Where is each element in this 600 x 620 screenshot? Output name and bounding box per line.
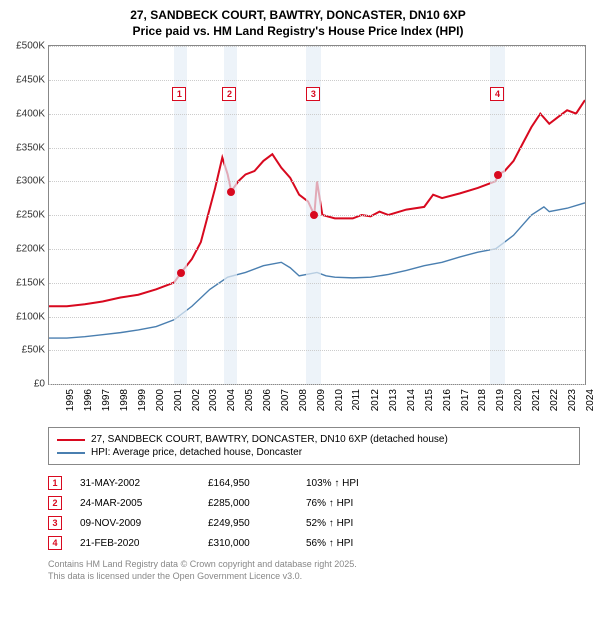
marker-box: 1 <box>172 87 186 101</box>
chart-container: 27, SANDBECK COURT, BAWTRY, DONCASTER, D… <box>0 0 600 589</box>
x-tick-label: 2019 <box>495 389 506 411</box>
transaction-date: 09-NOV-2009 <box>80 518 190 529</box>
legend-label: 27, SANDBECK COURT, BAWTRY, DONCASTER, D… <box>91 434 448 445</box>
x-tick-label: 1996 <box>83 389 94 411</box>
x-tick-label: 2010 <box>334 389 345 411</box>
legend-row: HPI: Average price, detached house, Donc… <box>57 446 571 459</box>
plot-area: £0£50K£100K£150K£200K£250K£300K£350K£400… <box>48 45 586 385</box>
transaction-price: £310,000 <box>208 538 288 549</box>
transactions-table: 1 31-MAY-2002 £164,950 103% ↑ HPI 2 24-MAR-20… <box>48 473 580 553</box>
x-tick-label: 2017 <box>459 389 470 411</box>
y-gridline <box>49 283 585 284</box>
x-tick-label: 2016 <box>441 389 452 411</box>
y-tick-label: £250K <box>16 210 49 221</box>
x-tick-label: 1999 <box>136 389 147 411</box>
x-tick-label: 2013 <box>388 389 399 411</box>
y-tick-label: £350K <box>16 142 49 153</box>
x-tick-label: 1998 <box>119 389 130 411</box>
x-tick-label: 2020 <box>513 389 524 411</box>
transaction-price: £249,950 <box>208 518 288 529</box>
x-tick-label: 2024 <box>585 389 596 411</box>
transaction-pct: 52% ↑ HPI <box>306 518 416 529</box>
x-tick-label: 2005 <box>244 389 255 411</box>
x-tick-label: 1995 <box>65 389 76 411</box>
x-tick-label: 2000 <box>154 389 165 411</box>
legend-swatch <box>57 439 85 441</box>
marker-box: 3 <box>306 87 320 101</box>
y-tick-label: £50K <box>22 345 49 356</box>
x-tick-label: 2022 <box>549 389 560 411</box>
chart-footer: Contains HM Land Registry data © Crown c… <box>48 559 580 582</box>
y-tick-label: £300K <box>16 176 49 187</box>
title-line-2: Price paid vs. HM Land Registry's House … <box>6 24 590 40</box>
x-tick-label: 2018 <box>477 389 488 411</box>
y-gridline <box>49 181 585 182</box>
x-tick-label: 2015 <box>423 389 434 411</box>
title-line-1: 27, SANDBECK COURT, BAWTRY, DONCASTER, D… <box>6 8 590 24</box>
transaction-pct: 56% ↑ HPI <box>306 538 416 549</box>
y-tick-label: £0 <box>34 379 49 390</box>
y-gridline <box>49 317 585 318</box>
transaction-pct: 103% ↑ HPI <box>306 478 416 489</box>
y-gridline <box>49 148 585 149</box>
transaction-marker: 2 <box>48 496 62 510</box>
x-tick-label: 2023 <box>567 389 578 411</box>
marker-dot <box>494 171 502 179</box>
y-tick-label: £450K <box>16 74 49 85</box>
x-axis-labels: 1995 1996 1997 1998 1999 2000 2001 2002 2003 2004… <box>48 385 586 417</box>
x-tick-label: 2008 <box>298 389 309 411</box>
marker-dot <box>227 188 235 196</box>
legend-label: HPI: Average price, detached house, Donc… <box>91 447 302 458</box>
x-tick-label: 2006 <box>262 389 273 411</box>
x-tick-label: 1997 <box>101 389 112 411</box>
transaction-row: 2 24-MAR-2005 £285,000 76% ↑ HPI <box>48 493 580 513</box>
footer-line-2: This data is licensed under the Open Gov… <box>48 571 580 583</box>
transaction-row: 3 09-NOV-2009 £249,950 52% ↑ HPI <box>48 513 580 533</box>
x-tick-label: 2004 <box>226 389 237 411</box>
y-tick-label: £100K <box>16 311 49 322</box>
y-tick-label: £150K <box>16 277 49 288</box>
transaction-row: 4 21-FEB-2020 £310,000 56% ↑ HPI <box>48 533 580 553</box>
footer-line-1: Contains HM Land Registry data © Crown c… <box>48 559 580 571</box>
x-tick-label: 2002 <box>190 389 201 411</box>
x-tick-label: 2014 <box>405 389 416 411</box>
legend-row: 27, SANDBECK COURT, BAWTRY, DONCASTER, D… <box>57 433 571 446</box>
transaction-price: £164,950 <box>208 478 288 489</box>
x-tick-label: 2009 <box>316 389 327 411</box>
transaction-marker: 4 <box>48 536 62 550</box>
marker-box: 2 <box>222 87 236 101</box>
transaction-date: 24-MAR-2005 <box>80 498 190 509</box>
x-tick-label: 2012 <box>370 389 381 411</box>
legend-swatch <box>57 452 85 454</box>
x-tick-label: 2011 <box>351 389 362 411</box>
marker-dot <box>177 269 185 277</box>
transaction-date: 31-MAY-2002 <box>80 478 190 489</box>
x-tick-label: 2021 <box>531 389 542 411</box>
x-tick-label: 2003 <box>208 389 219 411</box>
transaction-row: 1 31-MAY-2002 £164,950 103% ↑ HPI <box>48 473 580 493</box>
y-gridline <box>49 114 585 115</box>
x-tick-label: 2001 <box>172 389 183 411</box>
y-gridline <box>49 46 585 47</box>
transaction-pct: 76% ↑ HPI <box>306 498 416 509</box>
y-gridline <box>49 350 585 351</box>
transaction-marker: 1 <box>48 476 62 490</box>
legend: 27, SANDBECK COURT, BAWTRY, DONCASTER, D… <box>48 427 580 465</box>
x-tick-label: 2007 <box>280 389 291 411</box>
y-gridline <box>49 80 585 81</box>
transaction-marker: 3 <box>48 516 62 530</box>
y-gridline <box>49 249 585 250</box>
chart-title: 27, SANDBECK COURT, BAWTRY, DONCASTER, D… <box>6 8 590 39</box>
marker-box: 4 <box>490 87 504 101</box>
y-tick-label: £200K <box>16 243 49 254</box>
transaction-date: 21-FEB-2020 <box>80 538 190 549</box>
y-tick-label: £500K <box>16 41 49 52</box>
transaction-price: £285,000 <box>208 498 288 509</box>
y-tick-label: £400K <box>16 108 49 119</box>
